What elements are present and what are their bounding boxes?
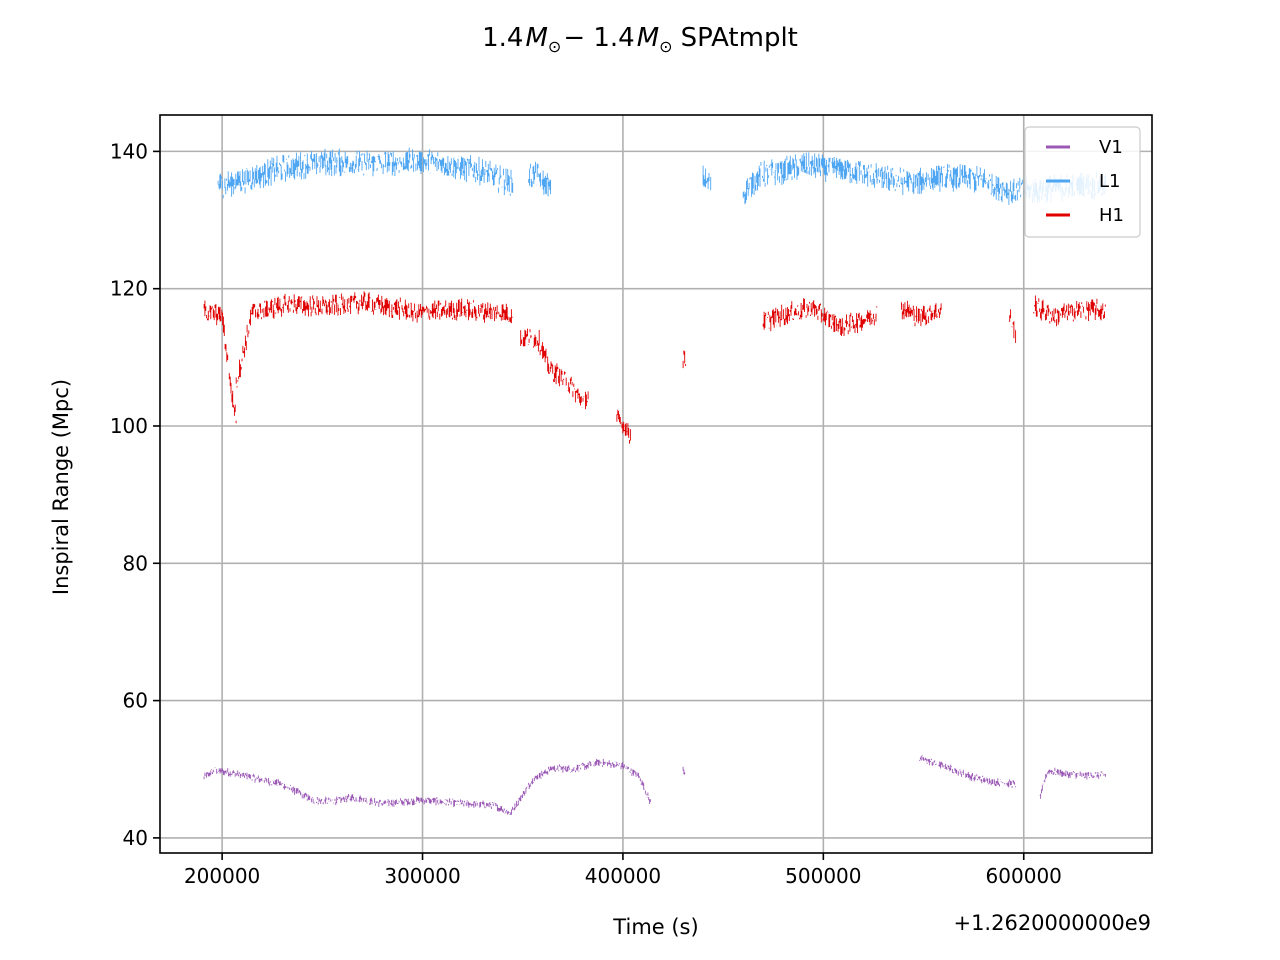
series-h1-segment	[235, 291, 513, 388]
y-tick-label: 100	[110, 414, 148, 438]
legend-label-l1: L1	[1099, 171, 1120, 192]
y-tick-label: 40	[123, 826, 148, 850]
x-tick-label: 400000	[585, 864, 661, 888]
series-v1	[203, 755, 1106, 815]
series-v1-segment	[1039, 767, 1106, 799]
series-h1-segment	[203, 300, 237, 424]
legend-box	[1024, 126, 1141, 238]
legend: V1 L1 H1	[1024, 126, 1141, 238]
series-h1-segment	[1033, 295, 1106, 327]
x-tick-label: 500000	[785, 864, 861, 888]
plot-area	[160, 115, 1152, 853]
series-v1-segment	[510, 758, 651, 815]
series-l1-segment	[742, 152, 884, 205]
series-h1-segment	[616, 409, 631, 444]
series-h1	[203, 291, 1106, 444]
x-tick-label: 200000	[184, 864, 260, 888]
x-offset-label: +1.2620000000e9	[953, 911, 1151, 935]
series-h1-segment	[520, 328, 589, 410]
x-axis-label: Time (s)	[612, 915, 698, 939]
y-axis-label: Inspiral Range (Mpc)	[49, 379, 73, 595]
series-l1-segment	[528, 161, 552, 197]
grid	[160, 115, 1152, 853]
series-v1-segment	[203, 767, 255, 781]
legend-label-v1: V1	[1099, 137, 1123, 158]
series-h1-segment	[901, 300, 942, 327]
x-tick-label: 300000	[384, 864, 460, 888]
series-l1-segment	[702, 165, 712, 191]
y-tick-label: 80	[123, 551, 148, 575]
series-h1-segment	[762, 298, 878, 336]
plot-frame	[159, 114, 1153, 854]
series-v1-segment	[682, 766, 686, 775]
axis-ticks: 200000 300000 400000 500000 600000 40 60 80 100 1…	[110, 139, 1062, 888]
series-h1-segment	[682, 350, 687, 369]
series-v1-segment	[919, 755, 1016, 788]
series-l1-segment	[217, 147, 514, 199]
chart-title: 1.4M⊙− 1.4M⊙ SPAtmplt	[482, 23, 798, 56]
legend-label-h1: H1	[1099, 205, 1124, 226]
series-h1-segment	[1009, 309, 1017, 343]
x-tick-label: 600000	[986, 864, 1062, 888]
y-tick-label: 120	[110, 277, 148, 301]
y-tick-label: 60	[123, 689, 148, 713]
y-tick-label: 140	[110, 139, 148, 163]
